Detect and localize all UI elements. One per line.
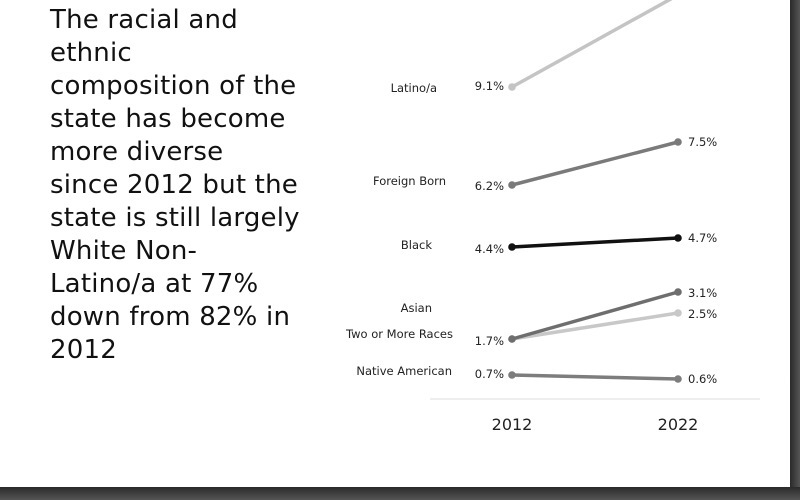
- point-2022-native-american: [674, 375, 682, 383]
- series-line-black: [510, 236, 680, 249]
- series-line-two-or-more-races: [510, 311, 680, 341]
- x-tick-label-2022: 2022: [658, 415, 699, 434]
- value-label-2012-two-or-more-races: 1.7%: [475, 334, 504, 348]
- category-label-latino-a: Latino/a: [391, 81, 437, 95]
- point-2022-asian: [674, 288, 682, 296]
- category-label-asian: Asian: [401, 301, 432, 315]
- value-label-2012-black: 4.4%: [475, 242, 504, 256]
- slope-chart: 2012 2022 Latino/a 9.1% Foreign Born 6.2% 7.5%…: [345, 0, 760, 434]
- series-line-native-american: [510, 373, 680, 381]
- series-line-latino-a: [510, 0, 673, 89]
- category-label-foreign-born: Foreign Born: [373, 174, 446, 188]
- category-label-black: Black: [401, 238, 432, 252]
- point-2022-foreign-born: [674, 138, 682, 146]
- point-2012-asian: [508, 335, 516, 343]
- series-line-asian: [510, 290, 680, 341]
- value-label-2022-two-or-more-races: 2.5%: [688, 307, 717, 321]
- point-2012-native-american: [508, 371, 516, 379]
- category-label-two-or-more-races: Two or More Races: [345, 327, 453, 341]
- value-label-2022-native-american: 0.6%: [688, 372, 717, 386]
- bottom-shadow: [0, 487, 800, 500]
- right-shadow: [790, 0, 800, 500]
- value-label-2022-foreign-born: 7.5%: [688, 135, 717, 149]
- value-label-2012-native-american: 0.7%: [475, 367, 504, 381]
- value-label-2012-latino-a: 9.1%: [475, 79, 504, 93]
- category-label-native-american: Native American: [356, 364, 452, 378]
- value-label-2012-foreign-born: 6.2%: [475, 179, 504, 193]
- series-line-foreign-born: [510, 140, 680, 187]
- value-label-2022-asian: 3.1%: [688, 286, 717, 300]
- point-2012-foreign-born: [508, 181, 516, 189]
- value-label-2022-black: 4.7%: [688, 231, 717, 245]
- point-2012-black: [508, 243, 516, 251]
- point-2022-two-or-more-races: [674, 309, 682, 317]
- headline: The racial and ethnic composition of the…: [50, 5, 300, 365]
- point-2022-black: [674, 234, 682, 242]
- x-tick-label-2012: 2012: [492, 415, 533, 434]
- point-2012-latino-a: [508, 83, 516, 91]
- slide: The racial and ethnic composition of the…: [0, 0, 790, 487]
